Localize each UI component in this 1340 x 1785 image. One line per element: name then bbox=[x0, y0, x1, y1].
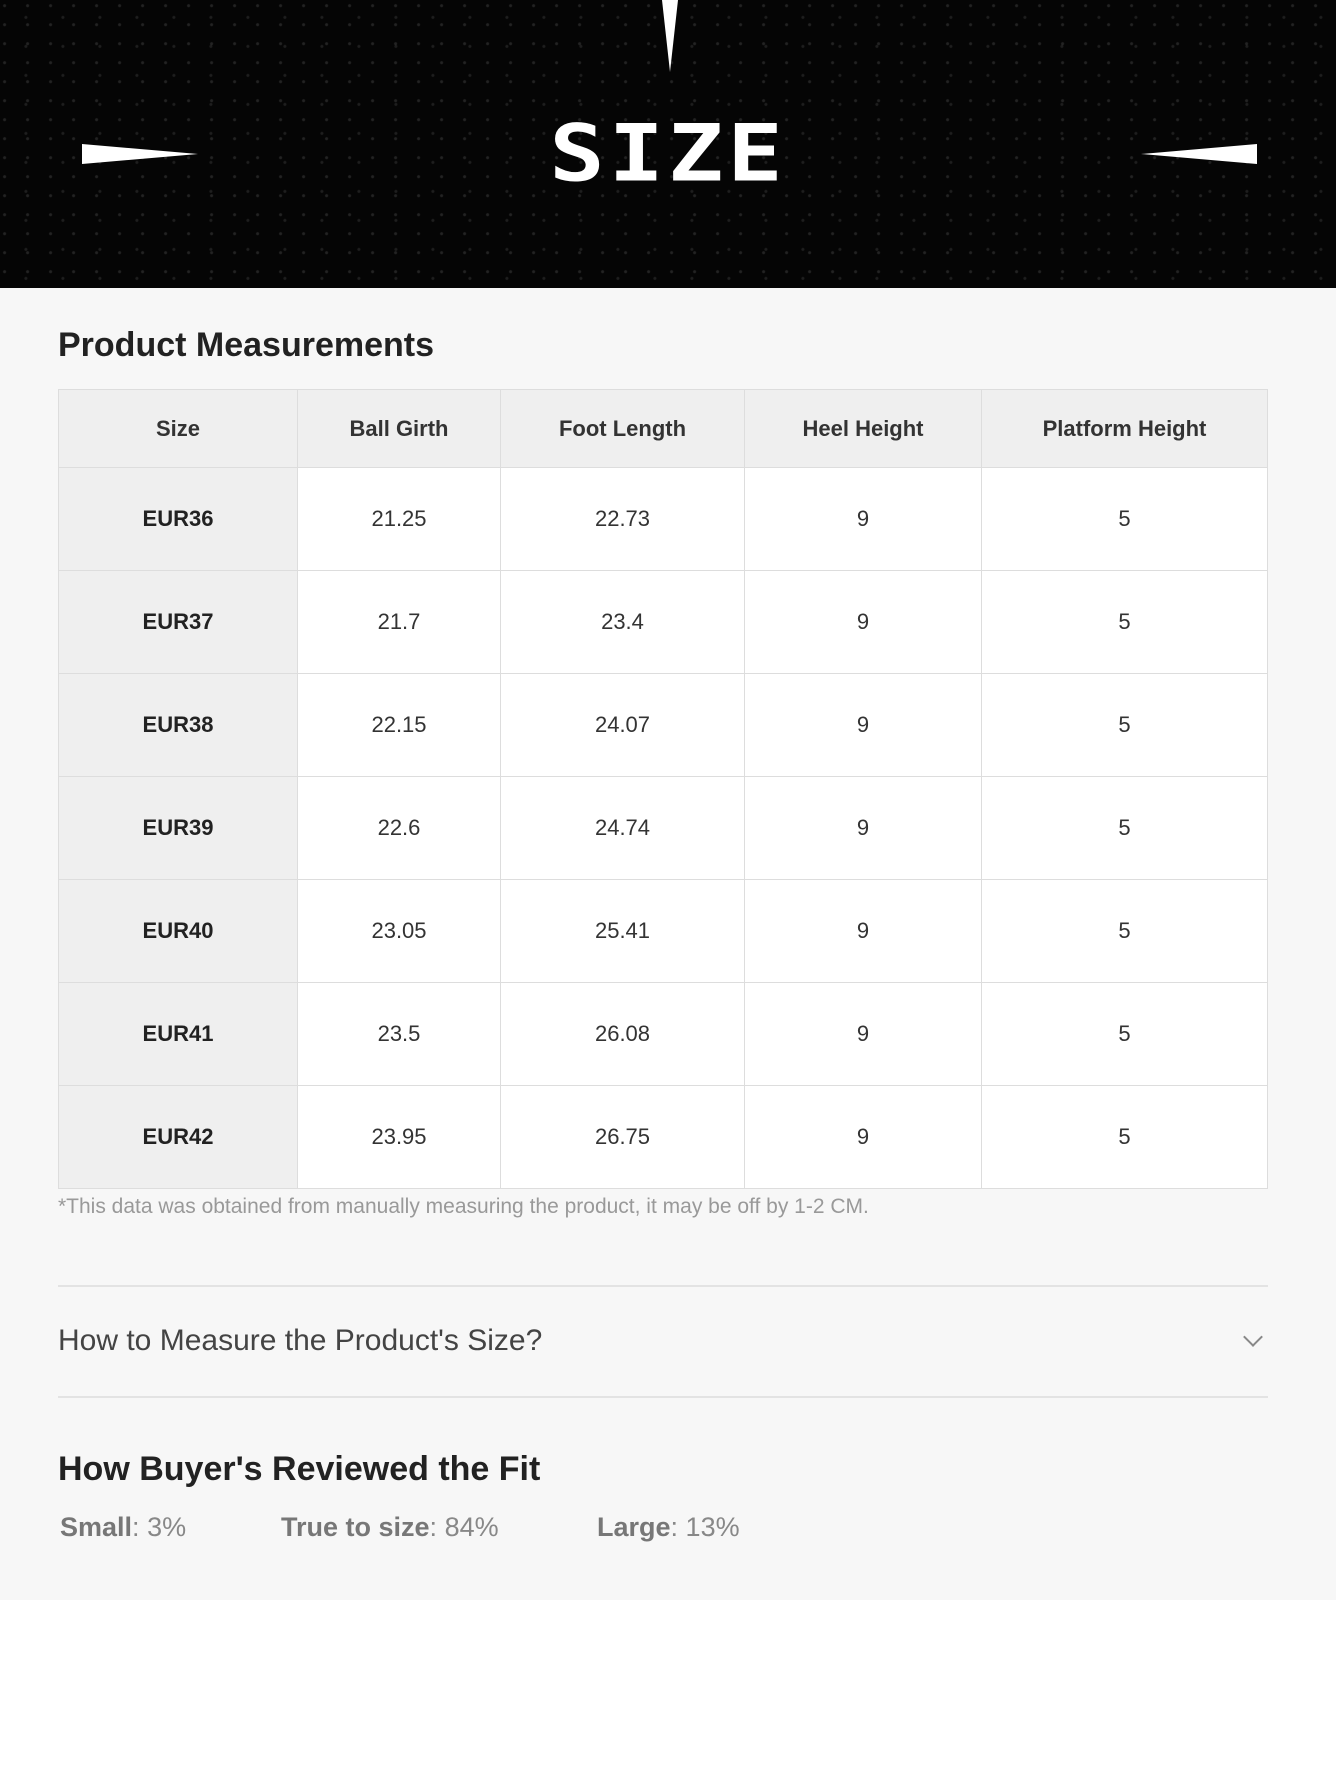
column-header: Platform Height bbox=[981, 389, 1268, 468]
value-cell: 5 bbox=[981, 1085, 1268, 1189]
column-header: Foot Length bbox=[500, 389, 745, 468]
fit-title: How Buyer's Reviewed the Fit bbox=[58, 1450, 541, 1488]
value-cell: 9 bbox=[744, 982, 982, 1086]
value-cell: 25.41 bbox=[500, 879, 745, 983]
measurements-title: Product Measurements bbox=[58, 326, 434, 364]
column-header: Size bbox=[58, 389, 298, 468]
value-cell: 24.07 bbox=[500, 673, 745, 777]
value-cell: 5 bbox=[981, 467, 1268, 571]
value-cell: 23.05 bbox=[297, 879, 501, 983]
value-cell: 9 bbox=[744, 776, 982, 880]
value-cell: 21.25 bbox=[297, 467, 501, 571]
value-cell: 5 bbox=[981, 673, 1268, 777]
fit-value: 84% bbox=[444, 1512, 499, 1542]
value-cell: 26.75 bbox=[500, 1085, 745, 1189]
measurement-note: *This data was obtained from manually me… bbox=[58, 1195, 869, 1218]
value-cell: 9 bbox=[744, 673, 982, 777]
value-cell: 21.7 bbox=[297, 570, 501, 674]
divider bbox=[58, 1396, 1268, 1398]
value-cell: 23.4 bbox=[500, 570, 745, 674]
size-cell: EUR41 bbox=[58, 982, 298, 1086]
table-row: EUR38 22.15 24.07 9 5 bbox=[58, 673, 1268, 777]
value-cell: 5 bbox=[981, 776, 1268, 880]
fit-large: Large: 13% bbox=[597, 1512, 740, 1542]
banner-title: SIZE bbox=[549, 108, 787, 200]
table-row: EUR40 23.05 25.41 9 5 bbox=[58, 879, 1268, 983]
fit-label: Small bbox=[60, 1512, 133, 1542]
size-banner: SIZE bbox=[0, 0, 1336, 288]
size-cell: EUR42 bbox=[58, 1085, 298, 1189]
divider bbox=[58, 1285, 1268, 1287]
accordion-label: How to Measure the Product's Size? bbox=[58, 1324, 543, 1357]
size-cell: EUR37 bbox=[58, 570, 298, 674]
value-cell: 9 bbox=[744, 879, 982, 983]
right-arrow-decoration bbox=[1141, 144, 1257, 164]
table-row: EUR39 22.6 24.74 9 5 bbox=[58, 776, 1268, 880]
table-row: EUR36 21.25 22.73 9 5 bbox=[58, 467, 1268, 571]
column-header: Heel Height bbox=[744, 389, 982, 468]
fit-value: 13% bbox=[685, 1512, 740, 1542]
value-cell: 9 bbox=[744, 570, 982, 674]
fit-label: Large bbox=[597, 1512, 671, 1542]
value-cell: 22.15 bbox=[297, 673, 501, 777]
value-cell: 9 bbox=[744, 1085, 982, 1189]
how-to-measure-accordion[interactable]: How to Measure the Product's Size? bbox=[58, 1324, 1268, 1364]
value-cell: 5 bbox=[981, 879, 1268, 983]
value-cell: 5 bbox=[981, 982, 1268, 1086]
value-cell: 23.95 bbox=[297, 1085, 501, 1189]
value-cell: 23.5 bbox=[297, 982, 501, 1086]
fit-true-to-size: True to size: 84% bbox=[281, 1512, 499, 1542]
value-cell: 5 bbox=[981, 570, 1268, 674]
size-cell: EUR39 bbox=[58, 776, 298, 880]
size-content: Product Measurements Size Ball Girth Foo… bbox=[0, 288, 1336, 1600]
size-cell: EUR40 bbox=[58, 879, 298, 983]
value-cell: 9 bbox=[744, 467, 982, 571]
fit-small: Small: 3% bbox=[60, 1512, 187, 1542]
size-cell: EUR36 bbox=[58, 467, 298, 571]
left-arrow-decoration bbox=[82, 144, 198, 164]
table-header-row: Size Ball Girth Foot Length Heel Height … bbox=[58, 389, 1268, 468]
fit-value: 3% bbox=[147, 1512, 187, 1542]
fit-label: True to size bbox=[281, 1512, 430, 1542]
table-row: EUR42 23.95 26.75 9 5 bbox=[58, 1085, 1268, 1189]
measurements-table: Size Ball Girth Foot Length Heel Height … bbox=[58, 389, 1268, 1189]
chevron-down-icon[interactable] bbox=[1243, 1327, 1263, 1347]
column-header: Ball Girth bbox=[297, 389, 501, 468]
value-cell: 24.74 bbox=[500, 776, 745, 880]
value-cell: 22.73 bbox=[500, 467, 745, 571]
table-row: EUR37 21.7 23.4 9 5 bbox=[58, 570, 1268, 674]
size-cell: EUR38 bbox=[58, 673, 298, 777]
spike-decoration bbox=[662, 0, 678, 72]
value-cell: 26.08 bbox=[500, 982, 745, 1086]
table-row: EUR41 23.5 26.08 9 5 bbox=[58, 982, 1268, 1086]
value-cell: 22.6 bbox=[297, 776, 501, 880]
